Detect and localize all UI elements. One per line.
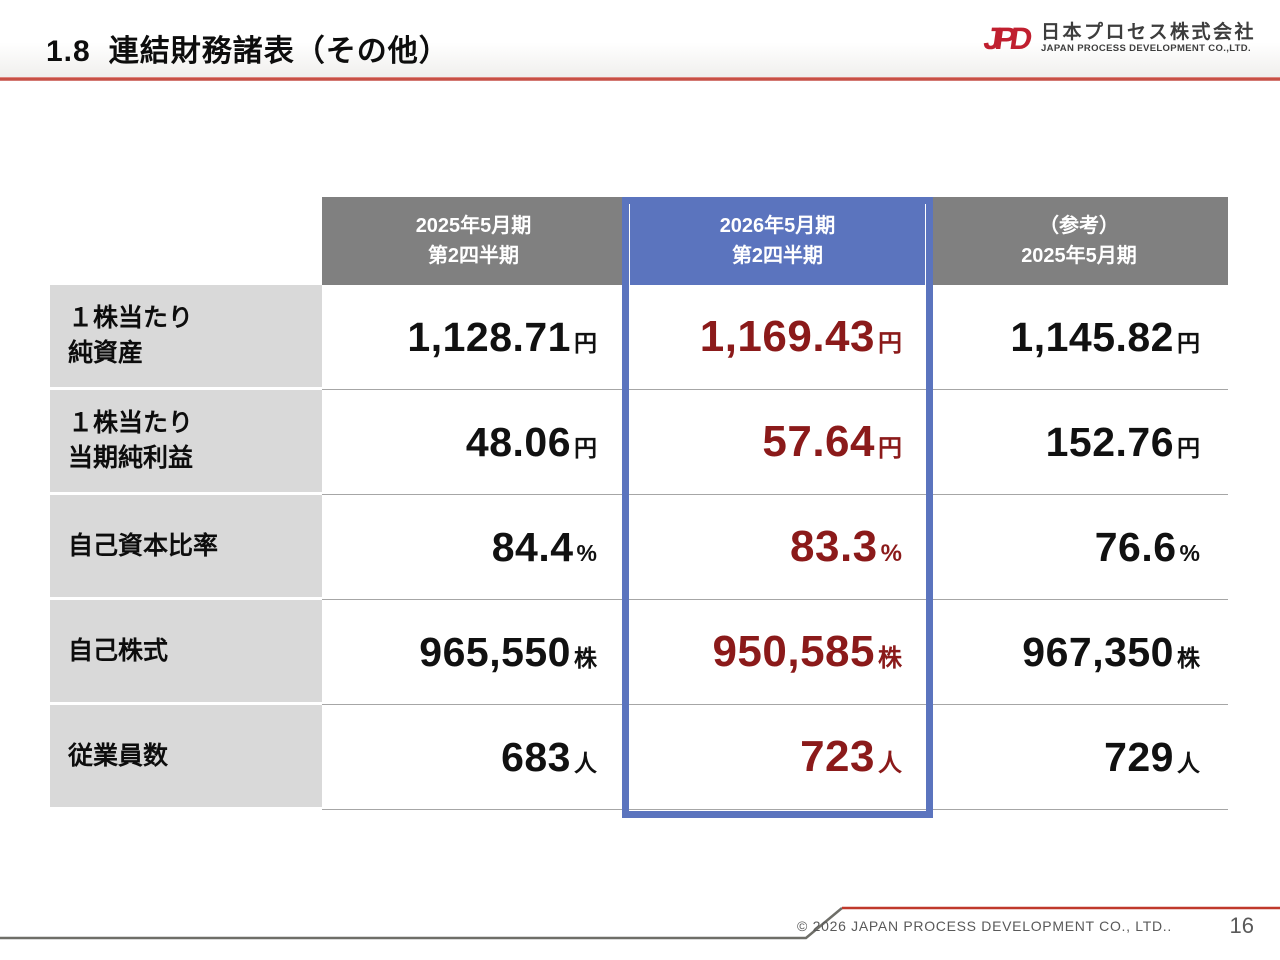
row-label: 従業員数 (50, 705, 322, 810)
column-header-2026q2-highlighted: 2026年5月期 第2四半期 (625, 197, 930, 285)
value-cell-highlighted: 950,585 株 (625, 600, 930, 705)
row-label: 自己資本比率 (50, 495, 322, 600)
table-row-treasury-stock: 自己株式 965,550 株 950,585 株 967,350 株 (50, 600, 1228, 705)
column-header-2025q2: 2025年5月期 第2四半期 (322, 197, 625, 285)
table-row-equity-ratio: 自己資本比率 84.4% 83.3% 76.6% (50, 495, 1228, 600)
section-number: 1.8 (46, 35, 91, 68)
value-cell: 84.4% (322, 495, 625, 600)
header-spacer (50, 197, 322, 285)
column-header-2025fy-reference: （参考） 2025年5月期 (930, 197, 1228, 285)
table-row-net-assets-per-share: １株当たり 純資産 1,128.71 円 1,169.43 円 1,145.82 円 (50, 285, 1228, 390)
value-cell-highlighted: 723 人 (625, 705, 930, 810)
row-label: １株当たり 当期純利益 (50, 390, 322, 495)
value-cell: 729 人 (930, 705, 1228, 810)
table-header-row: 2025年5月期 第2四半期 2026年5月期 第2四半期 （参考） 2025年… (50, 197, 1228, 285)
value-cell: 48.06 円 (322, 390, 625, 495)
page-title-text: 連結財務諸表（その他） (108, 35, 450, 68)
company-name-jp: 日本プロセス株式会社 (1040, 22, 1256, 43)
page-number: 16 (1229, 913, 1254, 938)
page-title: 1.8 連結財務諸表（その他） (46, 26, 450, 70)
value-cell: 1,128.71 円 (322, 285, 625, 390)
value-cell: 76.6% (930, 495, 1228, 600)
value-cell: 1,145.82 円 (930, 285, 1228, 390)
company-name-block: 日本プロセス株式会社 JAPAN PROCESS DEVELOPMENT CO.… (1041, 22, 1256, 55)
value-cell: 683 人 (322, 705, 625, 810)
header-band (0, 0, 1280, 77)
table-row-employees: 従業員数 683 人 723 人 729 人 (50, 705, 1228, 810)
value-cell: 152.76 円 (930, 390, 1228, 495)
value-cell-highlighted: 83.3% (625, 495, 930, 600)
value-cell-highlighted: 57.64 円 (625, 390, 930, 495)
title-rule-line (0, 77, 1280, 81)
company-name-en: JAPAN PROCESS DEVELOPMENT CO.,LTD. (1040, 42, 1251, 54)
value-cell: 965,550 株 (322, 600, 625, 705)
table-row-net-income-per-share: １株当たり 当期純利益 48.06 円 57.64 円 152.76 円 (50, 390, 1228, 495)
footer-divider-line (0, 906, 1280, 940)
row-label: １株当たり 純資産 (50, 285, 322, 390)
value-cell-highlighted: 1,169.43 円 (625, 285, 930, 390)
company-logo: JPD 日本プロセス株式会社 JAPAN PROCESS DEVELOPMENT… (981, 20, 1256, 56)
row-label: 自己株式 (50, 600, 322, 705)
value-cell: 967,350 株 (930, 600, 1228, 705)
financial-table: 2025年5月期 第2四半期 2026年5月期 第2四半期 （参考） 2025年… (50, 197, 1228, 818)
copyright-text: © 2026 JAPAN PROCESS DEVELOPMENT CO., LT… (797, 918, 1172, 934)
jpd-logo-icon: JPD (981, 20, 1029, 56)
